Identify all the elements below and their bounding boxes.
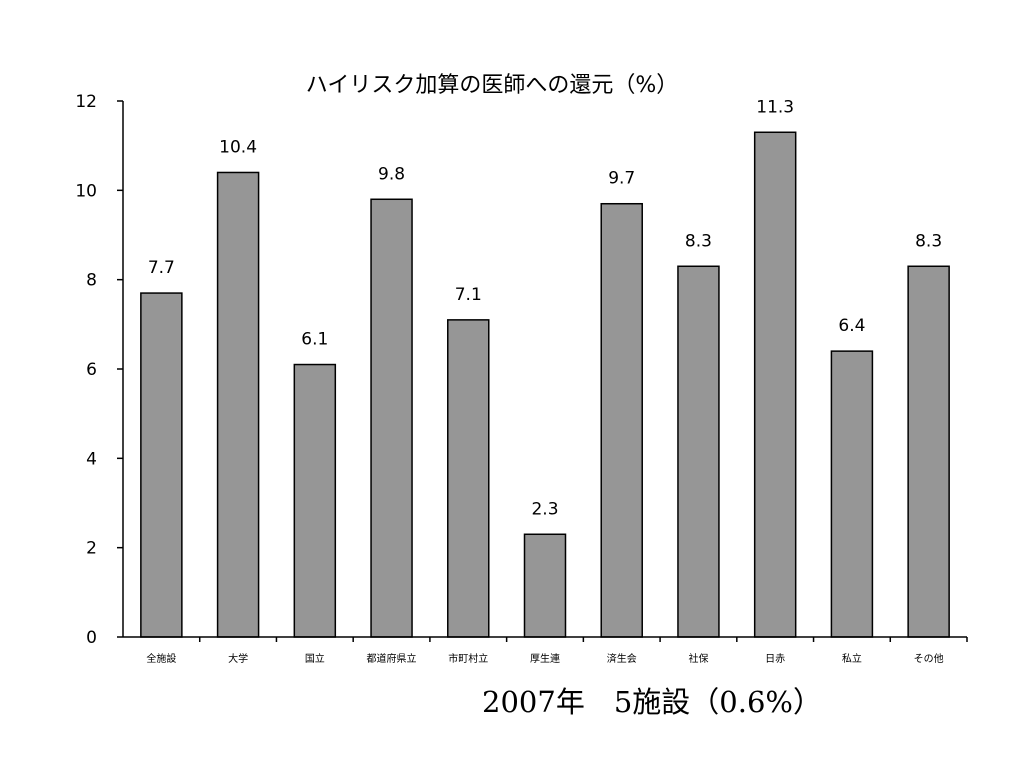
bar <box>677 265 720 638</box>
data-label: 2.3 <box>531 499 558 519</box>
bar <box>447 319 490 638</box>
x-tick-label: 済生会 <box>607 652 637 665</box>
bar <box>293 363 337 638</box>
x-tick-label: 国立 <box>305 652 325 665</box>
y-tick-label: 12 <box>75 92 97 112</box>
y-tick-label: 4 <box>86 449 97 469</box>
x-tick-label: 私立 <box>842 652 862 665</box>
data-label: 6.4 <box>838 316 865 336</box>
data-labels: 7.7 10.4 6.1 9.8 7.1 2.3 9.7 8.3 11.3 6.4 8.3 <box>148 97 942 519</box>
y-tick-label: 8 <box>86 271 97 291</box>
x-tick-label: 社保 <box>688 652 708 665</box>
bar <box>523 533 567 638</box>
y-tick-label: 10 <box>75 181 97 201</box>
y-tick-label: 2 <box>86 539 97 559</box>
data-label: 11.3 <box>756 97 794 117</box>
bar <box>140 292 183 638</box>
data-label: 7.1 <box>455 285 482 305</box>
x-tick-label: 全施設 <box>146 652 176 665</box>
bar <box>216 171 260 638</box>
bar <box>753 131 797 638</box>
data-label: 9.7 <box>608 169 635 189</box>
data-label: 8.3 <box>915 231 942 251</box>
data-label: 9.8 <box>378 164 405 184</box>
y-axis-ticks: 0 2 4 6 8 10 12 <box>75 92 123 648</box>
data-label: 8.3 <box>685 231 712 251</box>
data-label: 7.7 <box>148 258 175 278</box>
y-tick-label: 6 <box>86 360 97 380</box>
data-label: 10.4 <box>219 137 257 157</box>
bar <box>600 202 643 638</box>
chart-title: ハイリスク加算の医師への還元（%） <box>306 73 678 98</box>
y-tick-label: 0 <box>86 628 97 648</box>
bar <box>830 350 874 638</box>
bar <box>370 198 413 638</box>
x-tick-label: 都道府県立 <box>367 652 417 665</box>
x-axis-ticks: 全施設 大学 国立 都道府県立 市町村立 厚生連 済生会 社保 日赤 私立 その他 <box>146 637 968 665</box>
data-label: 6.1 <box>301 330 328 350</box>
x-tick-label: 市町村立 <box>448 652 488 665</box>
x-tick-label: 厚生連 <box>530 652 560 665</box>
x-tick-label: 日赤 <box>765 653 785 665</box>
bars <box>140 131 950 638</box>
x-tick-label: 大学 <box>228 652 248 665</box>
footnote: 2007年 5施設（0.6%） <box>482 685 822 719</box>
x-tick-label: その他 <box>914 652 944 665</box>
bar <box>907 265 950 638</box>
